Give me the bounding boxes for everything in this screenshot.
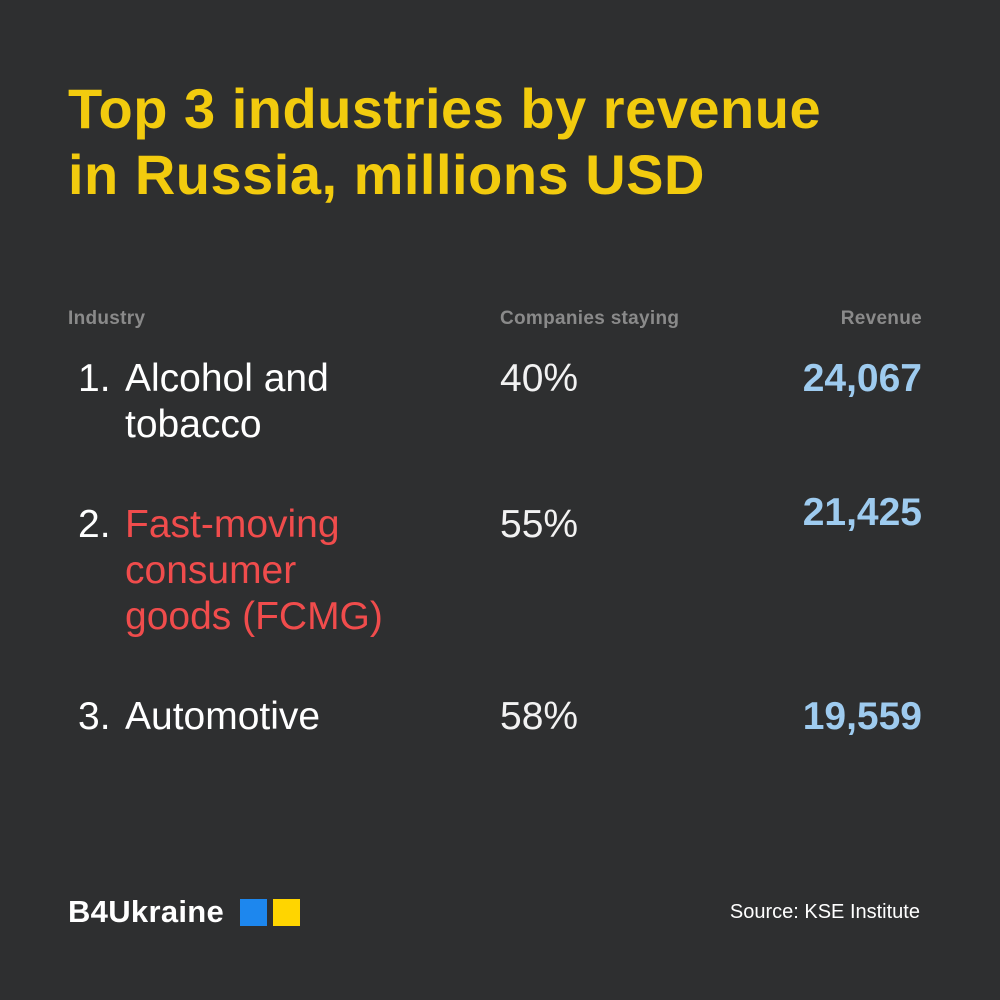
- table-row: 1. Alcohol and tobacco 40% 24,067: [68, 356, 922, 448]
- ukraine-flag-yellow-square-icon: [273, 898, 301, 926]
- industry-cell: 3. Automotive: [68, 694, 500, 740]
- companies-staying-value: 40%: [500, 357, 579, 400]
- page-title-line1: Top 3 industries by revenue: [68, 77, 822, 140]
- source-credit: Source: KSE Institute: [729, 900, 920, 923]
- col-header-industry: Industry: [68, 308, 146, 329]
- industry-name: Alcohol and tobacco: [125, 357, 329, 446]
- industry-cell: 2. Fast-moving consumer goods (FCMG): [68, 502, 500, 640]
- page-title: Top 3 industries by revenue in Russia, mi…: [68, 76, 922, 208]
- page-title-line2: in Russia, millions USD: [68, 143, 705, 206]
- revenue-value: 24,067: [802, 357, 922, 400]
- industry-name: Automotive: [125, 695, 321, 738]
- industry-table: Industry Companies staying Revenue 1. Al…: [68, 308, 922, 740]
- industry-name: Fast-moving consumer goods (FCMG): [125, 503, 383, 638]
- rank-number: 2.: [78, 503, 111, 546]
- revenue-value: 21,425: [802, 491, 922, 534]
- b4ukraine-logo-text: B4Ukraine: [68, 894, 225, 929]
- footer: B4Ukraine Source: KSE Institute: [68, 894, 920, 930]
- ukraine-flag-blue-square-icon: [240, 898, 268, 926]
- rank-number: 3.: [78, 695, 111, 738]
- col-header-revenue: Revenue: [840, 308, 922, 329]
- companies-staying-value: 58%: [500, 695, 579, 738]
- table-header-row: Industry Companies staying Revenue: [68, 308, 922, 330]
- rank-number: 1.: [78, 357, 111, 400]
- table-row: 2. Fast-moving consumer goods (FCMG) 55%…: [68, 491, 922, 640]
- table-row: 3. Automotive 58% 19,559: [68, 694, 922, 740]
- col-header-companies-staying: Companies staying: [500, 308, 680, 329]
- revenue-value: 19,559: [802, 695, 922, 738]
- companies-staying-value: 55%: [500, 503, 579, 546]
- b4ukraine-logo: B4Ukraine: [68, 894, 301, 930]
- industry-cell: 1. Alcohol and tobacco: [68, 356, 500, 448]
